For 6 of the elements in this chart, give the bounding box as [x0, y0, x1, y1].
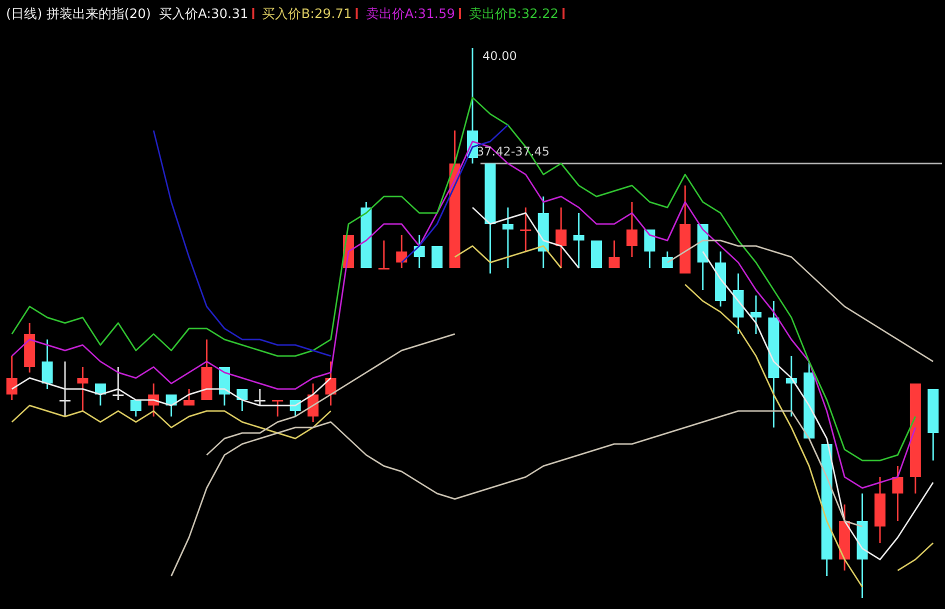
text: 卖出价A:31.59 [366, 7, 456, 22]
annotation: 40.00 [482, 49, 517, 63]
chart-title: (日线) 拼装出来的指(20) [6, 7, 151, 22]
text: 买入价B:29.71 [262, 7, 352, 22]
text: 买入价A:30.31 [158, 7, 248, 22]
text: 卖出价B:32.22 [469, 7, 559, 22]
